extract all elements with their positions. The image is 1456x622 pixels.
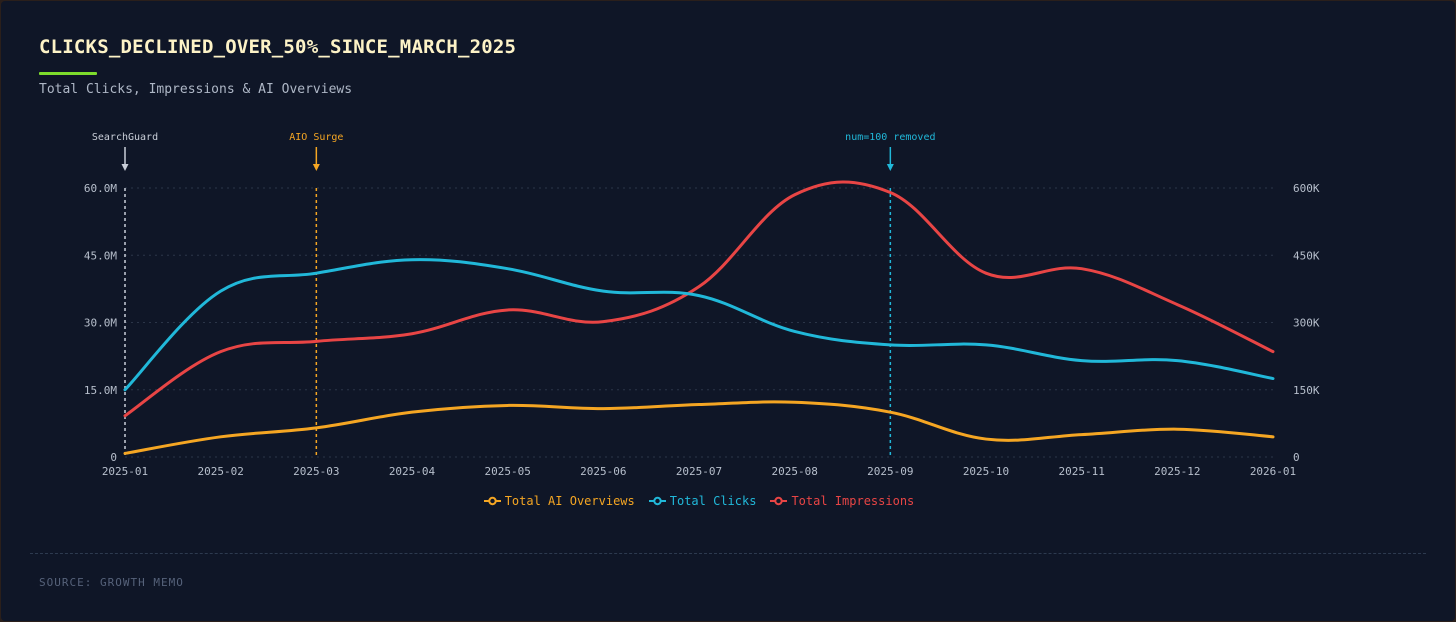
title-accent-bar xyxy=(39,72,97,75)
x-tick-label: 2025-01 xyxy=(102,465,148,478)
y-left-tick-label: 45.0M xyxy=(84,249,117,262)
y-right-tick-label: 450K xyxy=(1293,249,1320,262)
legend-marker-dot xyxy=(653,496,662,506)
y-left-tick-label: 60.0M xyxy=(84,182,117,195)
y-right-tick-label: 0 xyxy=(1293,451,1300,464)
annotation-arrow-head xyxy=(121,164,129,171)
legend-item[interactable]: Total Clicks xyxy=(648,494,757,508)
legend-marker-icon xyxy=(770,496,788,506)
annotation-arrow-head xyxy=(312,164,320,171)
chart-legend: Total AI Overviews Total Clicks Total Impr… xyxy=(0,494,1398,508)
legend-marker-dot xyxy=(774,496,784,506)
x-tick-label: 2025-11 xyxy=(1058,465,1104,478)
legend-marker-dot xyxy=(488,496,497,506)
x-tick-label: 2025-04 xyxy=(389,465,436,478)
y-left-tick-label: 30.0M xyxy=(84,317,117,330)
y-right-tick-label: 600K xyxy=(1293,182,1320,195)
x-tick-label: 2025-08 xyxy=(771,465,817,478)
legend-marker-icon xyxy=(648,496,666,506)
x-tick-label: 2025-09 xyxy=(867,465,913,478)
legend-label: Total Impressions xyxy=(791,494,915,508)
series-line-total-clicks xyxy=(123,258,1275,392)
footer-divider xyxy=(30,553,1426,554)
x-tick-label: 2025-12 xyxy=(1154,465,1200,478)
legend-item[interactable]: Total Impressions xyxy=(770,494,914,508)
line-chart: 0 0 15.0M 150K 30.0M 300K 45.0M 450K 60.0M 600K 20… xyxy=(84,132,1320,478)
x-tick-label: 2025-06 xyxy=(580,465,626,478)
annotation-label: num=100 removed xyxy=(845,132,935,143)
legend-label: Total AI Overviews xyxy=(504,494,635,508)
series-line-total-impressions xyxy=(123,180,1275,418)
annotation-arrow-head xyxy=(886,164,894,171)
chart-subtitle: Total Clicks, Impressions & AI Overviews xyxy=(39,82,353,97)
chart-title: CLICKS_DECLINED_OVER_50%_SINCE_MARCH_202… xyxy=(39,36,517,58)
y-left-tick-label: 15.0M xyxy=(84,384,117,397)
annotation-label: SearchGuard xyxy=(92,132,158,143)
annotation-label: AIO Surge xyxy=(289,132,343,143)
y-left-tick-label: 0 xyxy=(110,451,117,464)
x-tick-label: 2025-03 xyxy=(293,465,339,478)
legend-marker-icon xyxy=(483,496,501,506)
x-tick-label: 2025-05 xyxy=(484,465,530,478)
source-note: SOURCE: GROWTH MEMO xyxy=(39,576,184,589)
x-tick-label: 2025-02 xyxy=(197,465,243,478)
series-line-total-ai-overviews xyxy=(123,400,1275,455)
x-tick-label: 2025-10 xyxy=(963,465,1009,478)
x-tick-label: 2025-07 xyxy=(676,465,722,478)
y-right-tick-label: 300K xyxy=(1293,317,1320,330)
y-right-tick-label: 150K xyxy=(1293,384,1320,397)
legend-item[interactable]: Total AI Overviews xyxy=(483,494,635,508)
x-tick-label: 2026-01 xyxy=(1250,465,1296,478)
legend-label: Total Clicks xyxy=(669,494,757,508)
